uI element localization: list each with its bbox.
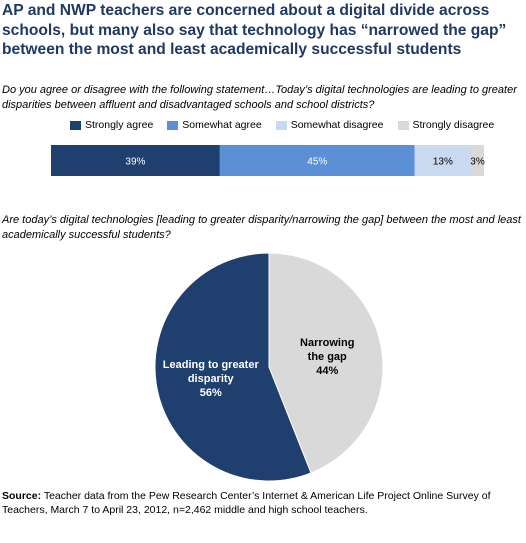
legend-item: Strongly disagree	[397, 118, 495, 132]
legend-swatch	[70, 120, 81, 130]
bar-value-label: 13%	[433, 157, 453, 168]
source-label: Source:	[2, 490, 42, 502]
legend-swatch	[397, 120, 409, 130]
pie-label: Narrowing	[300, 337, 354, 349]
pie-label: the gap	[308, 351, 347, 363]
legend-label: Strongly disagree	[412, 119, 495, 131]
legend-label: Somewhat disagree	[290, 119, 384, 131]
legend-label: Somewhat agree	[182, 119, 262, 131]
bar-segment	[414, 145, 472, 176]
pie-label: disparity	[188, 373, 235, 385]
pie-slice	[154, 252, 312, 482]
bar-segment	[471, 145, 484, 176]
legend-swatch	[167, 120, 179, 130]
legend-swatch	[275, 120, 287, 130]
pie-label: 56%	[200, 387, 222, 399]
source-note: Source: Teacher data from the Pew Resear…	[2, 490, 524, 517]
bar-segment	[219, 145, 415, 176]
bar-question: Do you agree or disagree with the follow…	[2, 84, 517, 111]
pie-label: Leading to greater	[163, 359, 260, 371]
bar-value-label: 3%	[470, 157, 485, 168]
bar-segment	[51, 145, 220, 176]
pie-slice	[268, 252, 384, 474]
source-text: Teacher data from the Pew Research Cente…	[2, 490, 491, 516]
legend-item: Strongly agree	[70, 118, 153, 132]
pie-label: 44%	[316, 365, 338, 377]
pie-question: Are today’s digital technologies [leadin…	[2, 214, 521, 241]
bar-value-label: 39%	[125, 157, 145, 168]
bar-legend: Strongly agree Somewhat agree Somewhat d…	[70, 118, 508, 132]
chart-title: AP and NWP teachers are concerned about …	[2, 2, 507, 58]
legend-item: Somewhat disagree	[275, 118, 384, 132]
legend-item: Somewhat agree	[167, 118, 262, 132]
bar-value-label: 45%	[307, 157, 327, 168]
legend-label: Strongly agree	[85, 119, 154, 131]
